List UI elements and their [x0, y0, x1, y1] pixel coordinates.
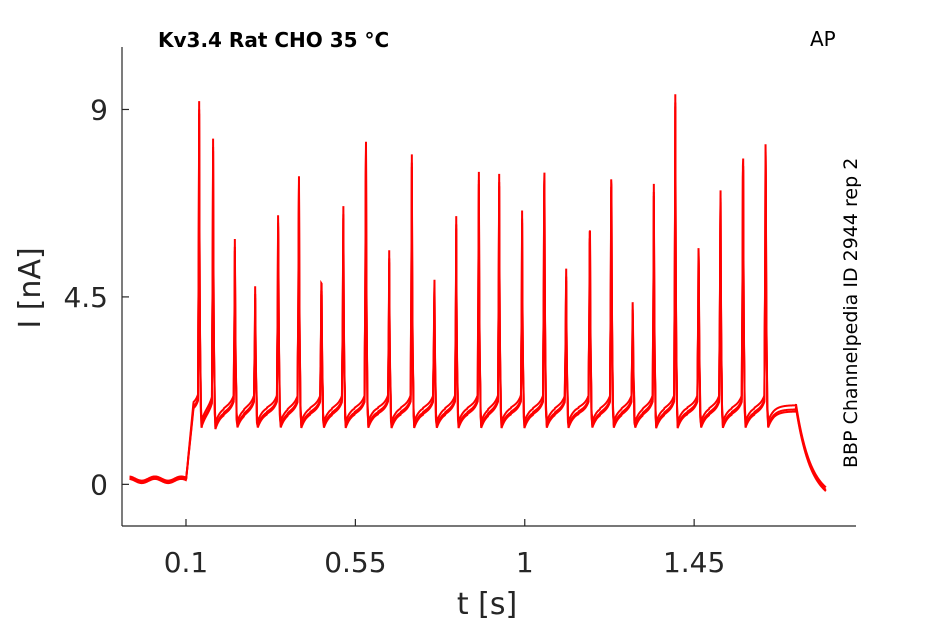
- y-axis-title: I [nA]: [13, 247, 48, 328]
- x-tick-label: 1: [516, 546, 534, 579]
- y-tick-label: 9: [90, 93, 108, 126]
- y-tick-label: 4.5: [63, 281, 108, 314]
- y-ticks: 04.59: [63, 93, 129, 501]
- corner-label: AP: [810, 27, 836, 51]
- x-tick-label: 1.45: [663, 546, 725, 579]
- x-tick-label: 0.55: [324, 546, 386, 579]
- side-label: BBP Channelpedia ID 2944 rep 2: [840, 158, 862, 468]
- series-line-3: [129, 106, 827, 492]
- y-tick-label: 0: [90, 468, 108, 501]
- x-tick-label: 0.1: [164, 546, 209, 579]
- x-axis-title: t [s]: [457, 587, 517, 622]
- traces-group: [129, 94, 827, 492]
- x-ticks: 0.1 0.55 1 1.45: [164, 519, 725, 579]
- chart-title: Kv3.4 Rat CHO 35 °C: [158, 28, 389, 52]
